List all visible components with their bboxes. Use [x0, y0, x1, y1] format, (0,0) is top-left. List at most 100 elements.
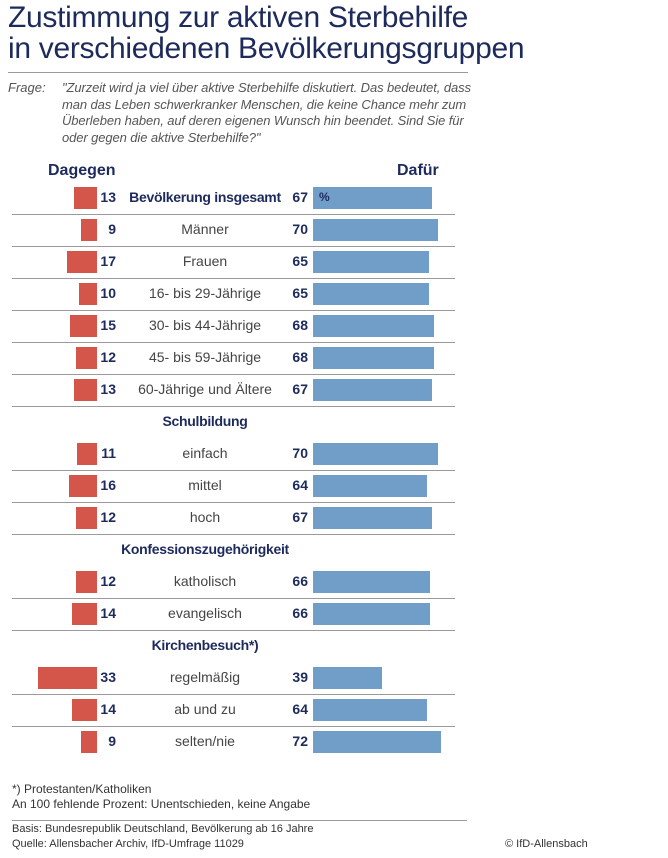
value-dagegen: 13 — [100, 189, 116, 205]
footnote-2: An 100 fehlende Prozent: Unentschieden, … — [12, 797, 311, 811]
row-label: Bevölkerung insgesamt — [129, 189, 281, 205]
value-dagegen: 12 — [100, 573, 116, 589]
bar-dafuer — [313, 283, 429, 305]
value-dafuer: 68 — [292, 317, 308, 333]
value-dafuer: 67 — [292, 509, 308, 525]
value-dafuer: 66 — [292, 573, 308, 589]
row-label: selten/nie — [175, 733, 235, 749]
question-label: Frage: — [8, 80, 46, 95]
value-dagegen: 12 — [100, 349, 116, 365]
row-divider — [12, 310, 455, 311]
value-dagegen: 9 — [108, 733, 116, 749]
title-divider — [8, 72, 468, 73]
row-label: regelmäßig — [169, 669, 241, 685]
copyright-text: © IfD-Allensbach — [505, 838, 588, 850]
row-label: evangelisch — [168, 605, 242, 621]
title-line-1: Zustimmung zur aktiven Sterbehilfe — [8, 1, 469, 34]
row-label: Frauen — [182, 253, 228, 269]
bar-dagegen — [66, 251, 97, 273]
bar-dagegen — [72, 699, 97, 721]
row-label: katholisch — [173, 573, 237, 589]
basis-text: Basis: Bundesrepublik Deutschland, Bevöl… — [12, 823, 314, 835]
footnote-1: *) Protestanten/Katholiken — [12, 782, 152, 796]
question-text: "Zurzeit wird ja viel über aktive Sterbe… — [62, 80, 471, 145]
legend-dagegen: Dagegen — [48, 162, 116, 179]
value-dagegen: 33 — [100, 669, 116, 685]
value-dagegen: 16 — [100, 477, 116, 493]
value-dagegen: 11 — [101, 445, 116, 461]
value-dafuer: 70 — [292, 221, 308, 237]
group-header: Schulbildung — [162, 413, 248, 429]
legend-dafuer: Dafür — [397, 162, 439, 179]
bar-dagegen — [75, 507, 97, 529]
row-divider — [12, 534, 455, 535]
bar-dagegen — [73, 379, 97, 401]
value-dafuer: 65 — [292, 253, 308, 269]
bar-dafuer — [313, 507, 433, 529]
value-dafuer: 67 — [292, 381, 308, 397]
row-divider — [12, 726, 455, 727]
row-divider — [12, 630, 455, 631]
row-divider — [12, 374, 455, 375]
value-dafuer: 65 — [292, 285, 308, 301]
row-label: 60-Jährige und Ältere — [138, 381, 272, 397]
bar-dagegen — [68, 475, 97, 497]
value-dafuer: 64 — [292, 701, 308, 717]
group-header: Kirchenbesuch*) — [151, 637, 259, 653]
source-text: Quelle: Allensbacher Archiv, IfD-Umfrage… — [12, 838, 244, 850]
row-label: einfach — [182, 445, 228, 461]
bar-dafuer — [313, 315, 435, 337]
chart-title: Zustimmung zur aktiven Sterbehilfe in ve… — [8, 1, 525, 64]
row-label: Männer — [181, 221, 229, 237]
bar-dagegen — [70, 315, 97, 337]
value-dagegen: 17 — [100, 253, 116, 269]
value-dafuer: 67 — [292, 189, 308, 205]
row-divider — [12, 278, 455, 279]
value-dagegen: 14 — [100, 701, 116, 717]
bar-dafuer — [313, 347, 435, 369]
row-label: ab und zu — [174, 701, 236, 717]
value-dafuer: 68 — [292, 349, 308, 365]
value-dafuer: 70 — [292, 445, 308, 461]
row-label: mittel — [188, 477, 222, 493]
bar-dagegen — [80, 731, 97, 753]
row-label: 16- bis 29-Jährige — [148, 285, 262, 301]
bar-dagegen — [73, 187, 97, 209]
row-label: 30- bis 44-Jährige — [148, 317, 262, 333]
value-dagegen: 13 — [100, 381, 116, 397]
bar-dafuer — [313, 603, 431, 625]
value-dagegen: 14 — [100, 605, 116, 621]
value-dagegen: 10 — [100, 285, 116, 301]
row-label: hoch — [189, 509, 221, 525]
bar-dagegen — [80, 219, 97, 241]
bar-dagegen — [38, 667, 97, 689]
bar-dagegen — [75, 347, 97, 369]
bar-dafuer — [313, 251, 429, 273]
bar-dafuer — [313, 187, 433, 209]
row-divider — [12, 406, 455, 407]
group-header: Konfessionszugehörigkeit — [121, 541, 289, 557]
value-dafuer: 64 — [292, 477, 308, 493]
row-divider — [12, 598, 455, 599]
bar-dafuer — [313, 379, 433, 401]
value-dagegen: 15 — [100, 317, 116, 333]
bar-dagegen — [79, 283, 97, 305]
bar-dafuer — [313, 699, 427, 721]
bar-dafuer — [313, 443, 438, 465]
bar-dagegen — [72, 603, 97, 625]
row-divider — [12, 502, 455, 503]
footer-divider — [12, 820, 467, 821]
row-divider — [12, 214, 455, 215]
value-dagegen: 12 — [100, 509, 116, 525]
unit-label: % — [319, 190, 330, 204]
bar-dafuer — [313, 667, 383, 689]
bar-dafuer — [313, 475, 427, 497]
value-dafuer: 39 — [292, 669, 308, 685]
value-dagegen: 9 — [108, 221, 116, 237]
value-dafuer: 72 — [292, 733, 308, 749]
row-divider — [12, 470, 455, 471]
row-divider — [12, 246, 455, 247]
bar-dagegen — [75, 571, 97, 593]
bar-dafuer — [313, 571, 431, 593]
bar-dagegen — [77, 443, 97, 465]
